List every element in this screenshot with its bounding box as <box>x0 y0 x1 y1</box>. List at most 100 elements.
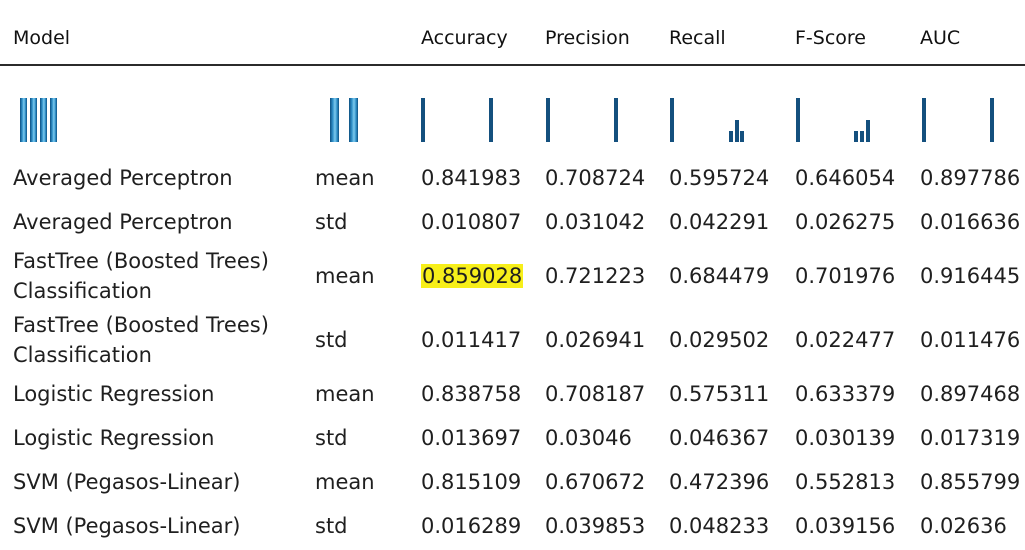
cell-precision[interactable]: 0.03046 <box>545 423 632 453</box>
precision-value: 0.026941 <box>545 328 646 352</box>
cell-accuracy[interactable]: 0.013697 <box>421 423 521 453</box>
precision-value: 0.031042 <box>545 210 646 234</box>
cell-fscore[interactable]: 0.026275 <box>795 207 895 237</box>
accuracy-value: 0.815109 <box>421 470 522 494</box>
cell-recall[interactable]: 0.595724 <box>669 163 769 193</box>
cell-model[interactable]: Averaged Perceptron <box>13 207 283 237</box>
cell-recall[interactable]: 0.029502 <box>669 325 769 355</box>
stat-value: mean <box>315 470 375 494</box>
recall-histogram-bar <box>740 131 745 142</box>
cell-auc[interactable]: 0.897786 <box>920 163 1020 193</box>
cell-model[interactable]: SVM (Pegasos-Linear) <box>13 467 283 497</box>
cell-precision[interactable]: 0.026941 <box>545 325 645 355</box>
header-fscore[interactable]: F-Score <box>795 27 866 49</box>
recall-value: 0.042291 <box>669 210 770 234</box>
auc-value: 0.897468 <box>920 382 1021 406</box>
accuracy-value: 0.838758 <box>421 382 522 406</box>
cell-auc[interactable]: 0.855799 <box>920 467 1020 497</box>
cell-stat[interactable]: std <box>315 325 348 355</box>
cell-stat[interactable]: mean <box>315 261 375 291</box>
model-value: Averaged Perceptron <box>13 210 233 234</box>
cell-precision[interactable]: 0.670672 <box>545 467 645 497</box>
cell-stat[interactable]: mean <box>315 379 375 409</box>
cell-accuracy[interactable]: 0.815109 <box>421 467 521 497</box>
cell-recall[interactable]: 0.684479 <box>669 261 769 291</box>
cell-auc[interactable]: 0.916445 <box>920 261 1020 291</box>
cell-stat[interactable]: mean <box>315 163 375 193</box>
accuracy-value: 0.841983 <box>421 166 522 190</box>
recall-value: 0.029502 <box>669 328 770 352</box>
header-divider <box>0 64 1025 66</box>
auc-value: 0.017319 <box>920 426 1021 450</box>
header-precision[interactable]: Precision <box>545 27 630 49</box>
fscore-histogram-bar <box>854 131 858 142</box>
cell-stat[interactable]: std <box>315 511 348 541</box>
cell-fscore[interactable]: 0.633379 <box>795 379 895 409</box>
cell-stat[interactable]: mean <box>315 467 375 497</box>
cell-fscore[interactable]: 0.039156 <box>795 511 895 541</box>
cell-fscore[interactable]: 0.701976 <box>795 261 895 291</box>
model-value: SVM (Pegasos-Linear) <box>13 470 241 494</box>
cell-accuracy[interactable]: 0.010807 <box>421 207 521 237</box>
cell-auc[interactable]: 0.011476 <box>920 325 1020 355</box>
cell-model[interactable]: FastTree (Boosted Trees) Classification <box>13 246 283 306</box>
recall-value: 0.472396 <box>669 470 770 494</box>
auc-value: 0.011476 <box>920 328 1021 352</box>
cell-auc[interactable]: 0.02636 <box>920 511 1007 541</box>
header-accuracy[interactable]: Accuracy <box>421 27 508 49</box>
stat-histogram-bar <box>330 98 339 142</box>
accuracy-histogram-bar <box>421 98 425 142</box>
model-value: FastTree (Boosted Trees) Classification <box>13 313 269 367</box>
cell-accuracy[interactable]: 0.011417 <box>421 325 521 355</box>
stat-value: std <box>315 426 348 450</box>
recall-histogram-bar <box>729 131 734 142</box>
cell-accuracy[interactable]: 0.859028 <box>421 261 524 291</box>
cell-model[interactable]: SVM (Pegasos-Linear) <box>13 511 283 541</box>
accuracy-value: 0.011417 <box>421 328 522 352</box>
cell-precision[interactable]: 0.708724 <box>545 163 645 193</box>
cell-auc[interactable]: 0.017319 <box>920 423 1020 453</box>
precision-value: 0.708724 <box>545 166 646 190</box>
model-histogram-bar <box>30 98 37 142</box>
accuracy-value: 0.016289 <box>421 514 522 538</box>
header-model[interactable]: Model <box>13 27 71 49</box>
cell-model[interactable]: FastTree (Boosted Trees) Classification <box>13 310 283 370</box>
cell-accuracy[interactable]: 0.841983 <box>421 163 521 193</box>
auc-value: 0.916445 <box>920 264 1021 288</box>
cell-precision[interactable]: 0.721223 <box>545 261 645 291</box>
stat-value: std <box>315 328 348 352</box>
precision-value: 0.03046 <box>545 426 632 450</box>
cell-precision[interactable]: 0.708187 <box>545 379 645 409</box>
cell-precision[interactable]: 0.031042 <box>545 207 645 237</box>
header-recall[interactable]: Recall <box>669 27 726 49</box>
fscore-value: 0.026275 <box>795 210 896 234</box>
cell-precision[interactable]: 0.039853 <box>545 511 645 541</box>
auc-value: 0.02636 <box>920 514 1007 538</box>
cell-model[interactable]: Averaged Perceptron <box>13 163 283 193</box>
precision-value: 0.039853 <box>545 514 646 538</box>
recall-histogram <box>670 94 746 142</box>
cell-fscore[interactable]: 0.552813 <box>795 467 895 497</box>
model-histogram <box>20 94 60 142</box>
cell-model[interactable]: Logistic Regression <box>13 379 283 409</box>
cell-recall[interactable]: 0.575311 <box>669 379 769 409</box>
cell-accuracy[interactable]: 0.016289 <box>421 511 521 541</box>
header-auc[interactable]: AUC <box>920 27 961 49</box>
cell-stat[interactable]: std <box>315 207 348 237</box>
cell-accuracy[interactable]: 0.838758 <box>421 379 521 409</box>
cell-auc[interactable]: 0.016636 <box>920 207 1020 237</box>
auc-value: 0.016636 <box>920 210 1021 234</box>
cell-recall[interactable]: 0.048233 <box>669 511 769 541</box>
cell-recall[interactable]: 0.472396 <box>669 467 769 497</box>
cell-fscore[interactable]: 0.030139 <box>795 423 895 453</box>
cell-recall[interactable]: 0.042291 <box>669 207 769 237</box>
fscore-value: 0.701976 <box>795 264 896 288</box>
fscore-value: 0.552813 <box>795 470 896 494</box>
cell-auc[interactable]: 0.897468 <box>920 379 1020 409</box>
cell-stat[interactable]: std <box>315 423 348 453</box>
cell-recall[interactable]: 0.046367 <box>669 423 769 453</box>
cell-fscore[interactable]: 0.022477 <box>795 325 895 355</box>
accuracy-value: 0.859028 <box>421 264 524 288</box>
cell-model[interactable]: Logistic Regression <box>13 423 283 453</box>
cell-fscore[interactable]: 0.646054 <box>795 163 895 193</box>
